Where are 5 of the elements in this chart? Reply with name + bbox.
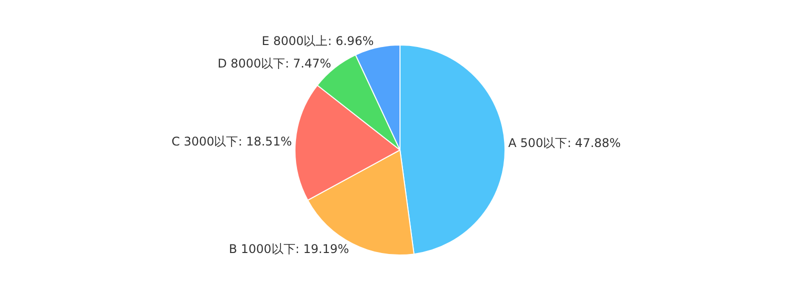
- slice-label: A 500以下: 47.88%: [508, 136, 621, 150]
- slice-label: C 3000以下: 18.51%: [172, 134, 292, 148]
- slice-label: D 8000以下: 7.47%: [218, 56, 332, 71]
- slice-label: B 1000以下: 19.19%: [228, 242, 350, 256]
- slice-label: E 8000以上: 6.96%: [262, 34, 374, 48]
